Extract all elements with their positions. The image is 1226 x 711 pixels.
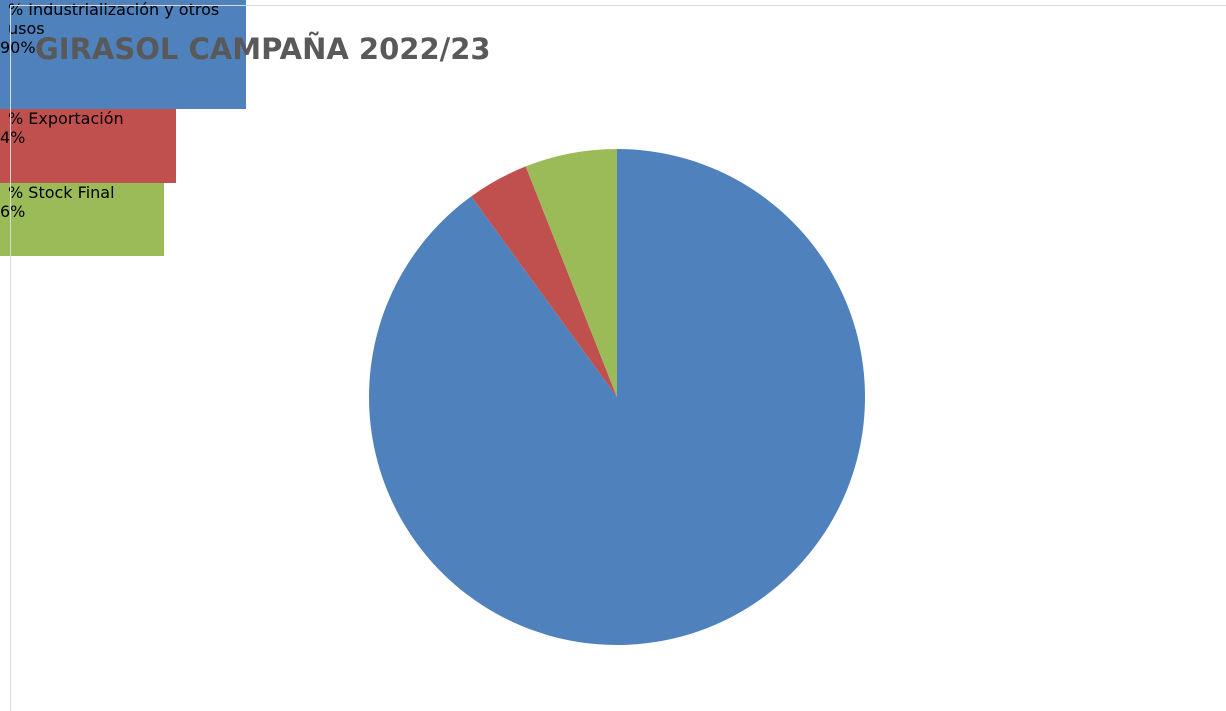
data-label: % Exportación 4% — [0, 109, 176, 183]
label-category: % Exportación — [8, 109, 124, 128]
chart-title: GIRASOL CAMPAÑA 2022/23 — [35, 32, 491, 66]
chart-frame — [10, 5, 1226, 711]
label-value: 4% — [0, 128, 26, 147]
label-value: 6% — [0, 202, 26, 221]
pie-slice — [471, 166, 617, 397]
data-label: % Industrialización y otros usos 90% — [0, 0, 246, 109]
label-category: % Industrialización y otros usos — [8, 0, 220, 38]
pie-slice — [525, 149, 617, 397]
data-label: % Stock Final 6% — [0, 183, 164, 256]
label-value: 90% — [0, 38, 36, 57]
label-category: % Stock Final — [8, 183, 115, 202]
